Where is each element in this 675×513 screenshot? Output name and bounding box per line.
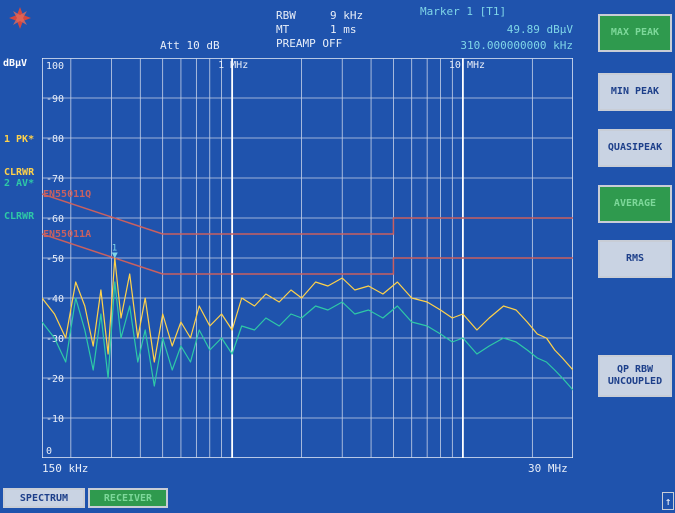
softkey-rms[interactable]: RMS (598, 240, 672, 278)
up-arrow-icon[interactable]: ↑ (662, 492, 674, 510)
limit-label: EN55011A (43, 229, 91, 240)
trace-2-clrwr: CLRWR (4, 211, 35, 222)
mt-label: MT (276, 23, 290, 36)
trace-1-mode: 1 PK* (4, 134, 35, 145)
softkey-qp-rbw-uncoupled[interactable]: QP RBW UNCOUPLED (598, 355, 672, 397)
receiver-mode-button[interactable]: RECEIVER (88, 488, 168, 508)
marker-level: 49.89 dBµV (506, 23, 573, 36)
trace-1-clrwr: CLRWR (4, 167, 35, 178)
y-tick-label: -90 (46, 94, 64, 105)
y-tick-label: -20 (46, 374, 64, 385)
softkey-min-peak[interactable]: MIN PEAK (598, 73, 672, 111)
x-mid-label: 10 MHz (449, 60, 485, 71)
marker-title: Marker 1 [T1] (420, 5, 507, 18)
x-end-label: 30 MHz (528, 462, 568, 475)
rbw-label: RBW (276, 9, 296, 22)
y-tick-label: -10 (46, 414, 64, 425)
preamp-status: PREAMP OFF (276, 37, 343, 50)
limit-label: EN55011Q (43, 189, 91, 200)
softkey-quasipeak[interactable]: QUASIPEAK (598, 129, 672, 167)
y-tick-label: -60 (46, 214, 64, 225)
trace-1 (42, 257, 573, 371)
mt-value: 1 ms (330, 23, 357, 36)
trace-2 (42, 281, 573, 391)
unit-label: dBµV (3, 58, 28, 69)
y-tick-label: -80 (46, 134, 64, 145)
x-mid-label: 1 MHz (218, 60, 248, 71)
marker-frequency: 310.000000000 kHz (460, 39, 573, 52)
limit-line-en55011q (42, 193, 573, 235)
x-start-label: 150 kHz (42, 462, 89, 475)
y-tick-label: -50 (46, 254, 64, 265)
rbw-value: 9 kHz (330, 9, 364, 22)
attenuation-readout: Att 10 dB (160, 39, 220, 52)
marker-1-label: 1 (112, 243, 117, 253)
softkey-max-peak[interactable]: MAX PEAK (598, 14, 672, 52)
y-tick-label: -70 (46, 174, 64, 185)
trace-1-label: 1 PK* CLRWR (4, 112, 34, 200)
limit-line-en55011a (42, 233, 573, 275)
trace-2-mode: 2 AV* (4, 178, 35, 189)
rohde-schwarz-logo-icon (9, 7, 31, 29)
spectrum-mode-button[interactable]: SPECTRUM (3, 488, 85, 508)
y-tick-label: 100 (46, 61, 64, 72)
y-tick-label: 0 (46, 446, 52, 457)
y-tick-label: -40 (46, 294, 64, 305)
trace-2-label: 2 AV* CLRWR (4, 156, 34, 244)
marker-1-icon (111, 252, 118, 259)
softkey-average[interactable]: AVERAGE (598, 185, 672, 223)
